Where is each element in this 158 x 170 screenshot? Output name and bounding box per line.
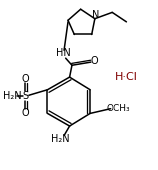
Text: H₂N: H₂N — [3, 91, 21, 101]
Text: H·Cl: H·Cl — [115, 72, 138, 82]
Text: OCH₃: OCH₃ — [107, 104, 130, 113]
Text: O: O — [22, 74, 30, 84]
Text: HN: HN — [56, 48, 71, 58]
Text: O: O — [22, 108, 30, 118]
Text: H₂N: H₂N — [51, 134, 69, 144]
Text: S: S — [22, 91, 28, 101]
Text: N: N — [92, 10, 99, 20]
Text: O: O — [91, 56, 98, 66]
